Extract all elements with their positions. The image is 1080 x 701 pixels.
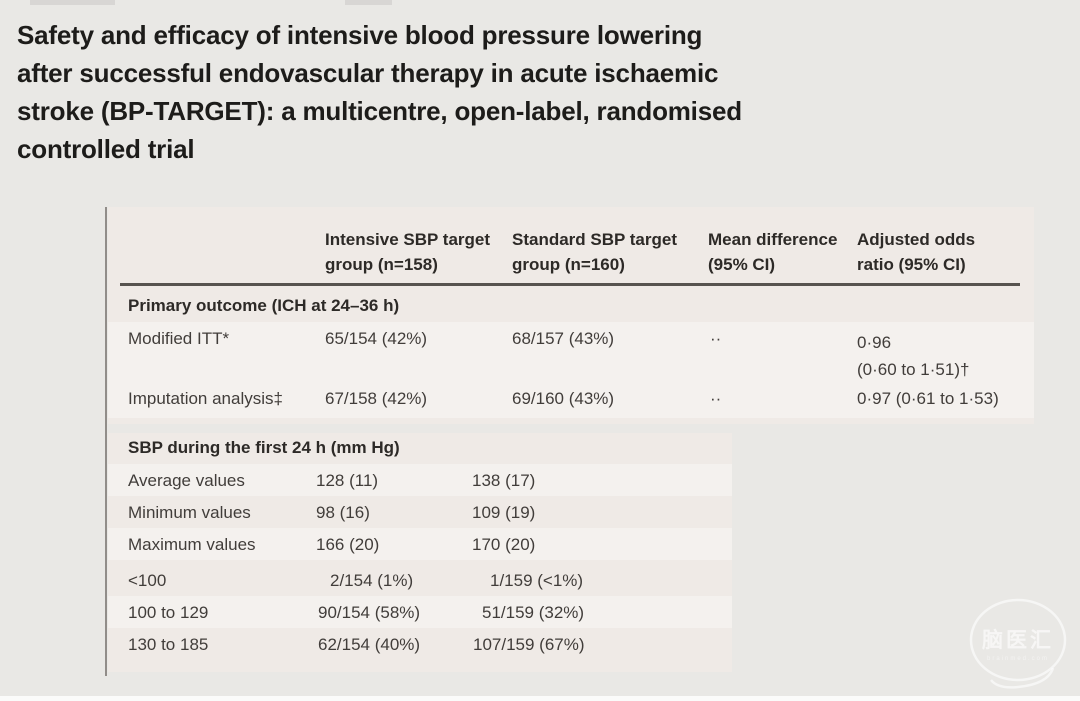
col-header-standard-group: Standard SBP target group (n=160) — [512, 230, 678, 274]
outcomes-table-block — [108, 207, 1034, 424]
cell-value: 109 (19) — [472, 503, 536, 522]
cell-value: 90/154 (58%) — [318, 603, 421, 622]
row-label-100-to-129: 100 to 129 — [128, 603, 209, 622]
cell-value: 1/159 (<1%) — [490, 571, 584, 590]
speech-bubble-brain-icon: 脑医汇 brainmed.com — [969, 598, 1067, 689]
title-line: after successful endovascular therapy in… — [17, 58, 719, 88]
row-band — [108, 596, 732, 628]
cell-value: 138 (17) — [472, 471, 536, 490]
table-left-rule — [105, 207, 107, 676]
cell-value: ·· — [710, 329, 722, 348]
watermark-subtext: brainmed.com — [987, 656, 1049, 662]
cell-value: 107/159 (67%) — [473, 635, 585, 654]
page-title: Safety and efficacy of intensive blood p… — [17, 16, 817, 168]
section-heading-primary-outcome: Primary outcome (ICH at 24–36 h) — [128, 296, 400, 315]
cell-value: 166 (20) — [316, 535, 380, 554]
row-band — [108, 528, 732, 560]
cell-value: 128 (11) — [316, 471, 379, 490]
cell-value: 62/154 (40%) — [318, 635, 421, 654]
section-heading-sbp-24h: SBP during the first 24 h (mm Hg) — [128, 438, 400, 457]
sbp-table-block — [108, 433, 732, 672]
row-label-maximum-values: Maximum values — [128, 535, 256, 554]
cell-value: 98 (16) — [316, 503, 370, 522]
title-line: Safety and efficacy of intensive blood p… — [17, 20, 703, 50]
col-header-mean-difference: Mean difference (95% CI) — [708, 230, 838, 274]
row-label-minimum-values: Minimum values — [128, 503, 251, 522]
row-label-average-values: Average values — [128, 471, 245, 490]
cell-value: 51/159 (32%) — [482, 603, 585, 622]
col-header-adjusted-odds-ratio: Adjusted odds ratio (95% CI) — [857, 230, 976, 274]
row-label-130-to-185: 130 to 185 — [128, 635, 209, 654]
top-edge-artifact-left — [30, 0, 115, 5]
cell-value: 170 (20) — [472, 535, 536, 554]
cell-value: 69/160 (43%) — [512, 389, 615, 408]
cell-value: 0·97 (0·61 to 1·53) — [857, 389, 999, 408]
bottom-edge-strip — [0, 696, 1080, 701]
row-band — [108, 322, 1034, 418]
cell-value: 68/157 (43%) — [512, 329, 615, 348]
cell-value: 2/154 (1%) — [330, 571, 414, 590]
watermark-text: 脑医汇 — [982, 628, 1054, 652]
header-divider-rule — [120, 283, 1020, 286]
title-line: controlled trial — [17, 134, 195, 164]
cell-value: 65/154 (42%) — [325, 329, 428, 348]
col-header-intensive-group: Intensive SBP target group (n=158) — [325, 230, 491, 274]
title-line: stroke (BP-TARGET): a multicentre, open-… — [17, 96, 742, 126]
row-label-imputation-analysis: Imputation analysis‡ — [128, 389, 283, 408]
row-label-modified-itt: Modified ITT* — [128, 329, 230, 348]
cell-value: 67/158 (42%) — [325, 389, 428, 408]
brainmed-watermark: 脑医汇 brainmed.com — [958, 590, 1078, 700]
row-band — [108, 464, 732, 496]
top-edge-artifact-right — [345, 0, 392, 5]
row-label-under-100: <100 — [128, 571, 167, 590]
cell-value: 0·96 (0·60 to 1·51)† — [857, 333, 970, 379]
cell-value: ·· — [710, 389, 722, 408]
